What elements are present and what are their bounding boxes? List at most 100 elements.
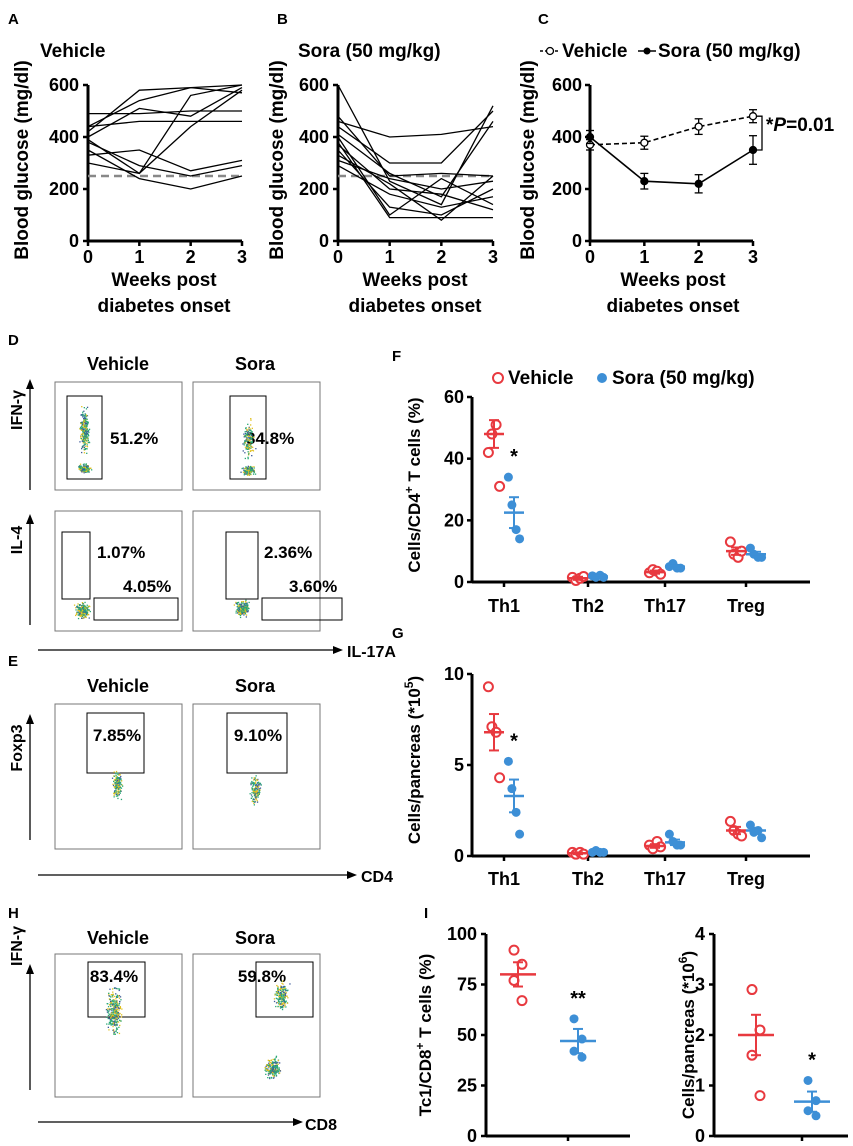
facs-dot — [80, 426, 82, 428]
facs-dot — [119, 784, 121, 786]
facs-dot — [85, 418, 87, 420]
facs-dot — [278, 1002, 280, 1004]
facs-dot — [84, 429, 86, 431]
d-col-vehicle: Vehicle — [87, 354, 149, 374]
facs-dot — [274, 994, 276, 996]
facs-dot — [277, 992, 279, 994]
facs-dot — [110, 1018, 112, 1020]
facs-dot — [253, 783, 255, 785]
facs-dot — [84, 432, 86, 434]
legend-f-vehicle: Vehicle — [508, 368, 574, 389]
facs-dot — [254, 788, 256, 791]
facs-dot — [113, 1006, 115, 1008]
facs-dot — [109, 1019, 111, 1021]
facs-dot — [244, 613, 246, 615]
facs-dot — [83, 464, 85, 467]
facs-dot — [77, 612, 79, 614]
facs-dot — [115, 1009, 117, 1011]
facs-dot — [112, 1014, 114, 1016]
facs-dot — [252, 470, 255, 472]
facs-dot — [113, 1024, 115, 1026]
facs-dot — [265, 1069, 268, 1071]
data-point — [585, 132, 595, 142]
facs-dot — [111, 1014, 113, 1016]
facs-dot — [276, 1064, 278, 1067]
facs-dot — [251, 796, 253, 798]
facs-dot — [238, 613, 240, 615]
facs-dot — [116, 1013, 118, 1015]
facs-dot — [87, 470, 89, 472]
data-point-sora — [757, 833, 767, 843]
facs-dot — [284, 1002, 286, 1004]
facs-dot — [238, 607, 240, 610]
facs-dot — [81, 429, 83, 431]
facs-dot — [117, 1015, 119, 1017]
facs-dot — [278, 998, 280, 1000]
h-y-ifng: IFN-γ — [9, 926, 26, 966]
facs-dot — [83, 468, 85, 470]
facs-dot — [278, 991, 280, 993]
facs-dot — [250, 468, 252, 471]
facs-dot — [256, 787, 258, 790]
facs-dot — [81, 414, 83, 417]
series-line-9 — [87, 89, 243, 175]
facs-dot — [276, 1067, 278, 1069]
facs-dot — [119, 778, 121, 780]
facs-dot — [246, 468, 248, 471]
facs-dot — [112, 1025, 114, 1028]
facs-dot — [115, 1004, 117, 1006]
d-vehicle-il4-pct: 1.07% — [97, 543, 145, 562]
facs-dot — [239, 616, 242, 619]
facs-dot — [80, 422, 82, 424]
facs-dot — [76, 606, 78, 608]
facs-dot — [243, 442, 245, 444]
facs-dot — [250, 424, 252, 426]
facs-dot — [80, 435, 82, 438]
facs-dot — [75, 614, 77, 617]
facs-dot — [117, 795, 119, 797]
facs-dot — [114, 1033, 116, 1035]
facs-dot — [85, 464, 87, 466]
facs-dot — [80, 422, 82, 425]
gate-sora-cd8-ifng — [255, 961, 314, 1018]
facs-dot — [108, 1008, 110, 1010]
facs-dot — [281, 993, 283, 995]
facs-dot — [115, 1001, 118, 1003]
facs-dot — [80, 465, 82, 467]
facs-dot — [283, 985, 285, 988]
facs-dot — [83, 446, 86, 448]
facs-dot — [277, 1059, 279, 1062]
facs-dot — [81, 471, 83, 473]
facs-dot — [79, 611, 81, 613]
facs-dot — [119, 1001, 121, 1003]
series-line-2 — [337, 115, 494, 177]
facs-dot — [279, 994, 281, 996]
f-y-label-main: Cells/CD4 — [405, 493, 424, 573]
facs-dot — [112, 993, 114, 995]
facs-dot — [83, 436, 85, 438]
facs-dot — [81, 406, 83, 408]
facs-dot — [249, 443, 251, 445]
gate-vehicle-ifng — [66, 395, 103, 480]
facs-dot — [254, 794, 256, 796]
panel-letter-g: G — [392, 625, 404, 642]
facs-dot — [250, 466, 252, 469]
facs-dot — [119, 792, 121, 794]
facs-dot — [280, 986, 283, 988]
facs-dot — [113, 1004, 115, 1006]
facs-dot — [86, 448, 88, 450]
h-col-sora: Sora — [235, 928, 276, 948]
facs-dot — [251, 800, 253, 803]
facs-dot — [243, 607, 245, 609]
cloud-d-vehicle-low — [78, 463, 93, 474]
facs-dot — [281, 982, 283, 984]
facs-dot — [275, 1069, 277, 1071]
facs-dot — [239, 605, 241, 607]
series-line-2 — [87, 120, 242, 128]
facs-dot — [114, 1014, 116, 1017]
facs-dot — [118, 780, 120, 782]
facs-dot — [117, 788, 119, 790]
facs-dot — [113, 1005, 115, 1007]
facs-dot — [85, 416, 87, 418]
facs-dot — [86, 424, 88, 426]
